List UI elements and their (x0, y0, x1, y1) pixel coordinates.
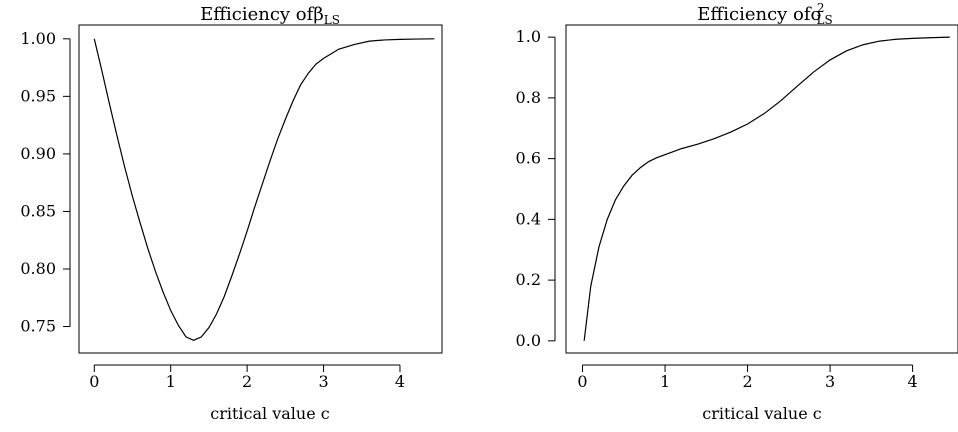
y-tick-label: 0.95 (20, 86, 56, 105)
x-axis-label: critical value c (210, 404, 330, 423)
x-tick-label: 3 (825, 372, 835, 391)
y-tick-label: 0.6 (516, 149, 541, 168)
series-group (93, 38, 435, 341)
plot-frame (78, 24, 443, 354)
y-tick-label: 0.85 (20, 201, 56, 220)
y-tick-label: 0.2 (516, 270, 541, 289)
y-tick-label: 1.00 (20, 29, 56, 48)
x-tick-label: 0 (577, 372, 587, 391)
y-tick-label: 0.80 (20, 259, 56, 278)
ticks-group: 0 1 2 3 4 0.75 0.80 0.85 0.90 0.95 1.00 (20, 29, 405, 391)
y-tick-label: 0.4 (516, 209, 541, 228)
x-tick-label: 1 (660, 372, 670, 391)
plot-frame (565, 24, 958, 354)
y-tick-label: 1.0 (516, 27, 541, 46)
x-tick-label: 3 (318, 372, 328, 391)
chart-panel-sigma: Efficiency ofσ2 LS critical value c 0 1 2 3 4… (516, 1, 958, 423)
series-line (583, 36, 950, 341)
y-tick-label: 0.8 (516, 88, 541, 107)
series-line (93, 38, 435, 341)
x-tick-label: 0 (89, 372, 99, 391)
x-tick-label: 4 (908, 372, 918, 391)
chart-title: Efficiency ofβLS (200, 4, 340, 27)
series-group (583, 36, 950, 341)
x-tick-label: 2 (742, 372, 752, 391)
y-tick-label: 0.90 (20, 144, 56, 163)
x-tick-label: 1 (166, 372, 176, 391)
ticks-group: 0 1 2 3 4 0.0 0.2 0.4 0.6 0.8 1.0 (516, 27, 918, 391)
chart-panel-beta: Efficiency ofβLS critical value c 0 1 2 3 40… (20, 4, 443, 423)
y-tick-label: 0.0 (516, 331, 541, 350)
chart-title: Efficiency ofσ2 LS (697, 1, 832, 27)
x-tick-label: 2 (242, 372, 252, 391)
x-tick-label: 4 (395, 372, 405, 391)
y-tick-label: 0.75 (20, 317, 56, 336)
x-axis-label: critical value c (702, 404, 822, 423)
